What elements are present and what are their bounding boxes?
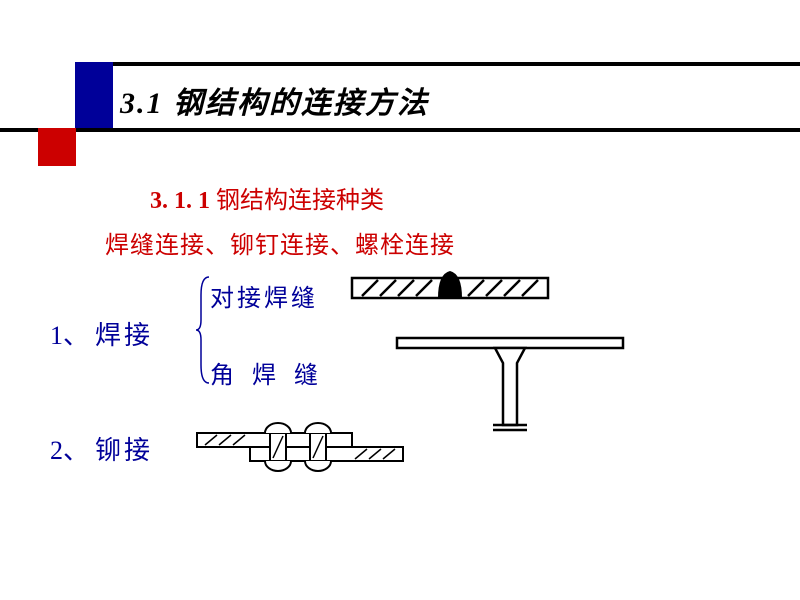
butt-weld-diagram bbox=[350, 268, 550, 308]
item2-label: 铆接 bbox=[95, 430, 153, 467]
slide-title: 3.1 钢结构的连接方法 bbox=[120, 78, 429, 122]
connection-types: 焊缝连接、铆钉连接、螺栓连接 bbox=[105, 225, 455, 260]
sub-butt-weld: 对接焊缝 bbox=[210, 278, 318, 313]
item1-number: 1、 bbox=[50, 315, 89, 352]
deco-square-red bbox=[38, 128, 76, 166]
item1-label: 焊接 bbox=[95, 315, 153, 352]
deco-square-blue bbox=[75, 90, 113, 128]
fillet-weld-diagram bbox=[395, 330, 625, 435]
sub-fillet-weld: 角 焊 缝 bbox=[210, 355, 324, 390]
deco-square-blue-side bbox=[75, 62, 113, 90]
header-rule-top bbox=[108, 62, 800, 66]
subtitle-text: 钢结构连接种类 bbox=[210, 188, 384, 214]
section-subtitle: 3. 1. 1 钢结构连接种类 bbox=[150, 180, 384, 215]
rivet-diagram bbox=[195, 418, 405, 478]
subtitle-number: 3. 1. 1 bbox=[150, 188, 210, 214]
item2-number: 2、 bbox=[50, 430, 89, 467]
brace-icon bbox=[195, 275, 213, 385]
header-rule-bottom bbox=[0, 128, 800, 132]
